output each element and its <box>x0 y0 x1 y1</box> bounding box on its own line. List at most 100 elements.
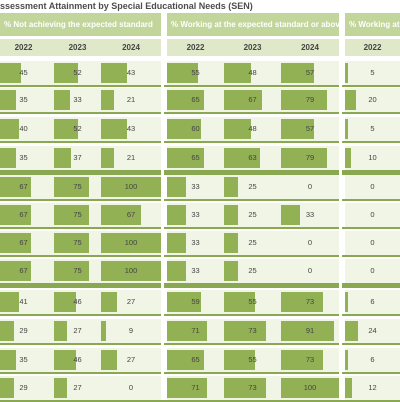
data-bar <box>281 148 327 168</box>
data-label: 20 <box>368 95 377 104</box>
data-label: 0 <box>370 182 375 191</box>
row-divider <box>0 372 400 374</box>
row-background <box>0 290 161 314</box>
data-bar <box>345 119 348 139</box>
data-label: 24 <box>368 326 377 335</box>
data-label: 75 <box>73 238 82 247</box>
data-label: 75 <box>73 266 82 275</box>
year-label: 2024 <box>301 43 319 52</box>
chart-title: ssessment Attainment by Special Educatio… <box>0 1 253 11</box>
data-bar <box>0 148 16 168</box>
row-background <box>167 259 339 283</box>
data-label: 29 <box>19 326 28 335</box>
data-bar <box>101 261 161 281</box>
data-label: 65 <box>191 95 200 104</box>
data-bar <box>224 63 251 83</box>
data-bar <box>224 90 262 110</box>
year-label: 2023 <box>243 43 262 52</box>
data-label: 75 <box>73 182 82 191</box>
row-divider <box>0 255 400 257</box>
data-bar <box>281 378 339 398</box>
data-label: 33 <box>191 210 200 219</box>
data-label: 27 <box>73 383 82 392</box>
data-bar <box>224 292 255 312</box>
year-header-bar <box>167 39 339 56</box>
row-background <box>0 376 161 400</box>
data-bar <box>345 378 352 398</box>
row-divider <box>0 85 400 87</box>
data-label: 40 <box>19 124 28 133</box>
data-label: 55 <box>248 297 257 306</box>
data-label: 5 <box>370 124 375 133</box>
data-bar <box>167 233 186 253</box>
data-label: 43 <box>126 68 136 77</box>
data-bar <box>0 378 14 398</box>
data-label: 52 <box>73 68 82 77</box>
data-label: 91 <box>305 326 315 335</box>
data-bar <box>101 63 127 83</box>
row-background <box>345 290 400 314</box>
data-label: 71 <box>191 383 200 392</box>
section-header: % Working at the expected standard or ab… <box>167 13 339 36</box>
data-label: 25 <box>248 266 257 275</box>
data-bar <box>54 119 78 139</box>
section-separator <box>339 13 342 400</box>
row-background <box>345 376 400 400</box>
data-bar <box>167 261 186 281</box>
data-bar <box>0 119 19 139</box>
data-label: 21 <box>126 153 136 162</box>
row-background <box>345 259 400 283</box>
data-bar <box>54 350 76 370</box>
year-label: 2022 <box>186 43 205 52</box>
data-bar <box>0 205 31 225</box>
data-bar <box>54 205 89 225</box>
data-bar <box>0 90 16 110</box>
data-label: 25 <box>248 182 257 191</box>
data-bar <box>281 63 314 83</box>
data-label: 52 <box>73 124 82 133</box>
row-background <box>167 203 339 227</box>
data-bar <box>0 233 31 253</box>
data-label: 0 <box>128 383 134 392</box>
data-label: 6 <box>370 355 375 364</box>
data-bar <box>281 205 300 225</box>
year-label: 2022 <box>14 43 33 52</box>
data-bar <box>281 321 334 341</box>
data-label: 33 <box>73 95 82 104</box>
data-label: 35 <box>19 355 28 364</box>
data-bar <box>54 90 70 110</box>
data-label: 55 <box>191 68 200 77</box>
row-background <box>345 146 400 170</box>
data-bar <box>101 292 117 312</box>
data-bar <box>101 350 117 370</box>
data-bar <box>167 177 186 197</box>
data-bar <box>54 148 71 168</box>
row-background <box>345 61 400 85</box>
data-label: 0 <box>307 238 313 247</box>
data-bar <box>101 321 106 341</box>
row-divider <box>0 343 400 345</box>
data-label: 100 <box>124 238 138 247</box>
data-label: 67 <box>126 210 136 219</box>
data-label: 67 <box>248 95 257 104</box>
data-bar <box>224 350 255 370</box>
data-label: 71 <box>191 326 200 335</box>
data-bar <box>101 119 127 139</box>
data-label: 9 <box>128 326 134 335</box>
year-header-bar <box>345 39 400 56</box>
data-label: 67 <box>19 238 28 247</box>
data-label: 48 <box>248 124 257 133</box>
data-label: 60 <box>191 124 200 133</box>
data-label: 0 <box>370 238 375 247</box>
data-label: 29 <box>19 383 28 392</box>
data-bar <box>281 292 323 312</box>
data-bar <box>54 292 76 312</box>
data-bar <box>101 205 141 225</box>
data-label: 27 <box>126 355 136 364</box>
data-label: 100 <box>124 182 138 191</box>
row-divider <box>0 227 400 229</box>
data-bar <box>281 90 327 110</box>
data-bar <box>0 63 21 83</box>
data-label: 67 <box>19 266 28 275</box>
data-bar <box>167 292 201 312</box>
